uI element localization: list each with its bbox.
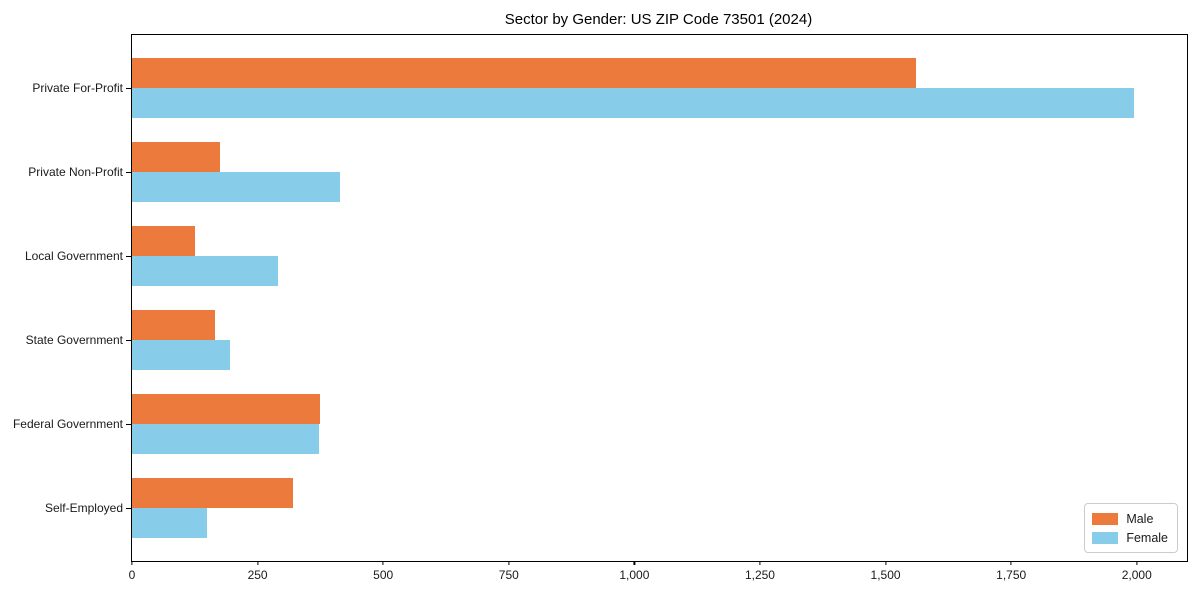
legend-item-female: Female <box>1092 528 1168 547</box>
x-tick-label: 500 <box>373 568 394 582</box>
legend-item-male: Male <box>1092 509 1168 528</box>
plot-area: Private For-Profit Private Non-Profit Loca… <box>13 34 1188 582</box>
x-tick-label: 0 <box>128 568 136 582</box>
legend-swatch-male <box>1092 512 1119 525</box>
y-tick-label: Private For-Profit <box>32 81 123 95</box>
y-tick-mark <box>126 340 131 342</box>
y-tick-label: State Government <box>25 333 123 347</box>
bar-male-3 <box>132 310 215 340</box>
x-tick-mark <box>759 561 761 565</box>
y-tick-label: Federal Government <box>12 417 123 431</box>
bar-male-4 <box>132 394 321 424</box>
x-tick-mark <box>382 561 384 565</box>
legend-swatch-female <box>1092 531 1119 544</box>
x-tick-mark <box>257 561 259 565</box>
bar-female-2 <box>132 256 278 286</box>
y-tick-mark <box>126 172 131 174</box>
chart-title: Sector by Gender: US ZIP Code 73501 (202… <box>504 11 813 28</box>
x-tick-mark <box>884 561 887 565</box>
x-tick-label: 2,000 <box>1121 568 1152 582</box>
x-tick-label: 250 <box>247 568 268 582</box>
bar-female-3 <box>132 340 230 370</box>
bar-male-5 <box>132 478 293 508</box>
x-tick-mark <box>1136 561 1138 565</box>
bar-male-1 <box>132 142 220 172</box>
bar-male-2 <box>132 226 195 256</box>
y-tick-mark <box>126 424 131 426</box>
bar-male-0 <box>132 58 916 88</box>
legend-label: Male <box>1126 511 1154 526</box>
bar-female-5 <box>132 508 208 538</box>
y-tick-mark <box>126 88 131 90</box>
x-tick-label: 1,250 <box>744 568 775 582</box>
x-tick-label: 1,500 <box>870 568 901 582</box>
bar-female-4 <box>132 424 319 454</box>
x-tick-mark <box>633 561 635 565</box>
bar-female-1 <box>132 172 341 202</box>
x-tick-label: 750 <box>498 568 519 582</box>
y-tick-mark <box>126 256 131 258</box>
x-tick-mark <box>508 561 510 565</box>
x-tick-label: 1,000 <box>619 568 650 582</box>
x-tick-mark <box>131 561 133 565</box>
bar-female-0 <box>132 88 1135 118</box>
y-tick-label: Local Government <box>24 249 123 263</box>
x-tick-label: 1,750 <box>996 568 1027 582</box>
y-tick-mark <box>126 508 131 510</box>
y-tick-label: Self-Employed <box>44 501 123 515</box>
x-tick-mark <box>1010 561 1012 565</box>
legend: Male Female <box>1084 503 1178 553</box>
y-tick-label: Private Non-Profit <box>28 165 123 179</box>
legend-label: Female <box>1126 530 1168 545</box>
